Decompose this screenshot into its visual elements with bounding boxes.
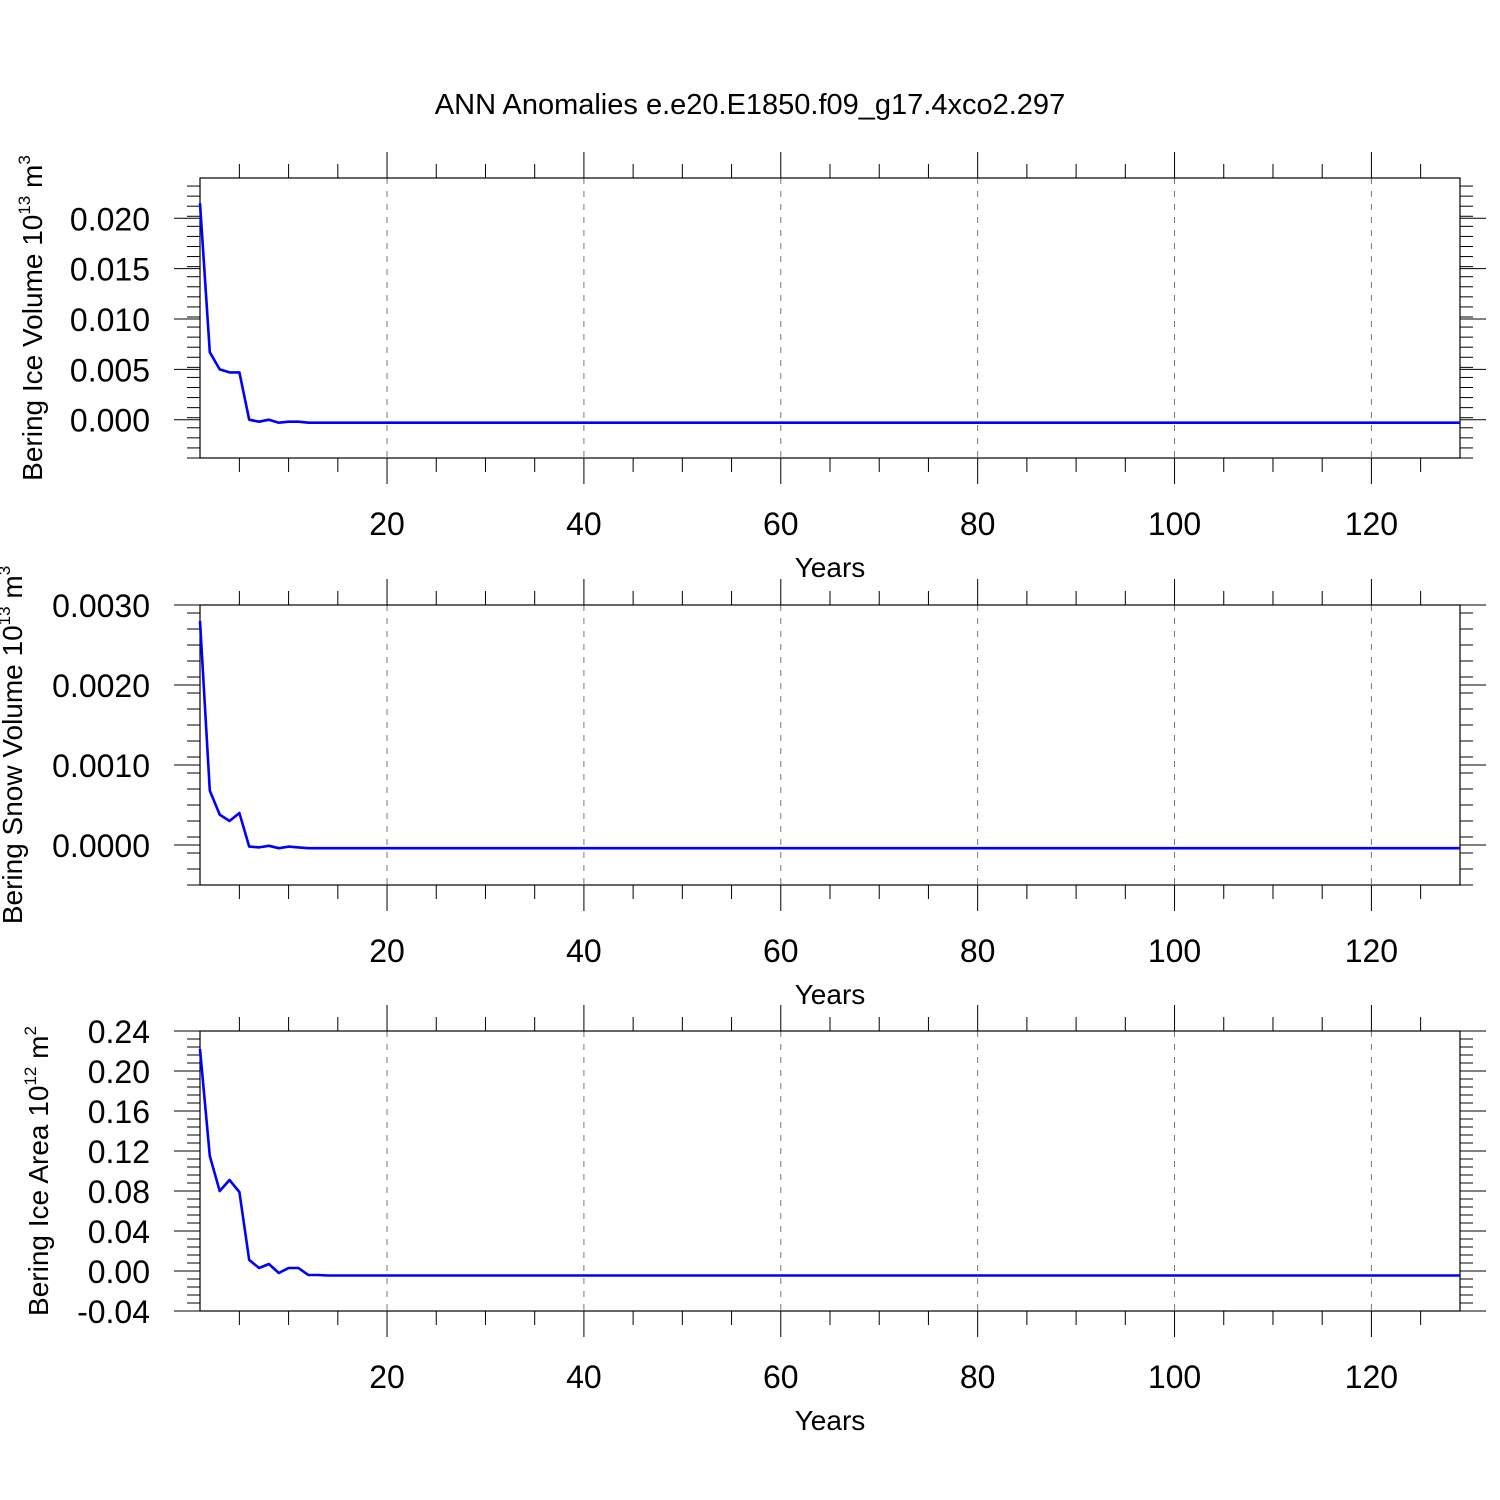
y-tick-label: 0.000	[70, 403, 150, 439]
y-axis-label-text: Bering Snow Volume 10	[0, 625, 28, 924]
x-tick-label: 40	[566, 933, 602, 969]
y-axis-label-exponent: 3	[15, 155, 34, 164]
y-tick-label: 0.0000	[52, 828, 150, 864]
y-tick-label: 0.0020	[52, 668, 150, 704]
y-axis-label: Bering Snow Volume 1013 m3	[0, 566, 28, 924]
x-tick-label: 100	[1148, 506, 1201, 542]
y-tick-label: 0.08	[88, 1174, 150, 1210]
x-tick-label: 120	[1345, 1359, 1398, 1395]
x-tick-label: 40	[566, 506, 602, 542]
y-tick-label: 0.16	[88, 1094, 150, 1130]
y-tick-label: 0.020	[70, 201, 150, 237]
chart-panel-2: 20 40 60 80 100 120 0.0000 0.0010 0.0020 0.0030 Ye…	[0, 566, 1486, 1010]
y-tick-label: 0.0010	[52, 748, 150, 784]
series-line	[198, 1048, 1460, 1277]
x-tick-label: 60	[763, 1359, 799, 1395]
y-tick-label: 0.20	[88, 1054, 150, 1090]
x-tick-label: 80	[960, 933, 996, 969]
x-tick-label: 80	[960, 1359, 996, 1395]
y-axis-label-unit: m	[23, 1036, 54, 1067]
chart-panel-1: 20 40 60 80 100 120 0.000 0.005 0.010 0.015 0.020 Y…	[15, 152, 1486, 583]
plot-frame	[199, 1030, 1461, 1312]
x-tick-label: 60	[763, 933, 799, 969]
x-axis-label: Years	[795, 552, 866, 583]
y-axis-label-text: Bering Ice Area 10	[23, 1086, 54, 1316]
y-axis-label-text: Bering Ice Volume 10	[17, 215, 48, 481]
y-tick-label: 0.04	[88, 1214, 150, 1250]
x-tick-label: 60	[763, 506, 799, 542]
y-axis-label-exponent: 13	[0, 606, 14, 625]
y-tick-label: 0.12	[88, 1134, 150, 1170]
chart-panel-3: 20 40 60 80 100 120 -0.04 0.00 0.04 0.08 0.12 0.16 0…	[21, 1005, 1486, 1436]
y-axis-label-unit: m	[17, 165, 48, 196]
x-tick-label: 20	[369, 1359, 405, 1395]
y-tick-label: 0.0030	[52, 588, 150, 624]
y-tick-label: 0.010	[70, 302, 150, 338]
y-axis-label-unit: m	[0, 575, 28, 606]
y-tick-label: 0.015	[70, 252, 150, 288]
x-tick-label: 100	[1148, 1359, 1201, 1395]
y-tick-label: 0.24	[88, 1014, 150, 1050]
x-tick-label: 120	[1345, 506, 1398, 542]
y-axis-label: Bering Ice Area 1012 m2	[21, 1026, 54, 1316]
y-axis-label-exponent: 3	[0, 566, 14, 575]
y-tick-label: 0.00	[88, 1254, 150, 1290]
figure-title: ANN Anomalies e.e20.E1850.f09_g17.4xco2.…	[435, 89, 1065, 121]
y-axis-label-exponent: 2	[21, 1026, 40, 1035]
plot-frame	[199, 604, 1461, 886]
series-line	[198, 620, 1460, 850]
x-tick-label: 40	[566, 1359, 602, 1395]
x-tick-label: 100	[1148, 933, 1201, 969]
x-tick-label: 120	[1345, 933, 1398, 969]
y-tick-label: 0.005	[70, 352, 150, 388]
y-tick-label: -0.04	[77, 1294, 150, 1330]
plot-frame	[199, 177, 1461, 459]
x-tick-label: 20	[369, 933, 405, 969]
x-tick-label: 20	[369, 506, 405, 542]
series-line	[198, 203, 1460, 425]
x-axis-label: Years	[795, 979, 866, 1010]
y-axis-label-exponent: 13	[15, 196, 34, 215]
y-axis-label-exponent: 12	[21, 1067, 40, 1086]
y-axis-label: Bering Ice Volume 1013 m3	[15, 155, 48, 481]
x-axis-label: Years	[795, 1405, 866, 1436]
x-tick-label: 80	[960, 506, 996, 542]
